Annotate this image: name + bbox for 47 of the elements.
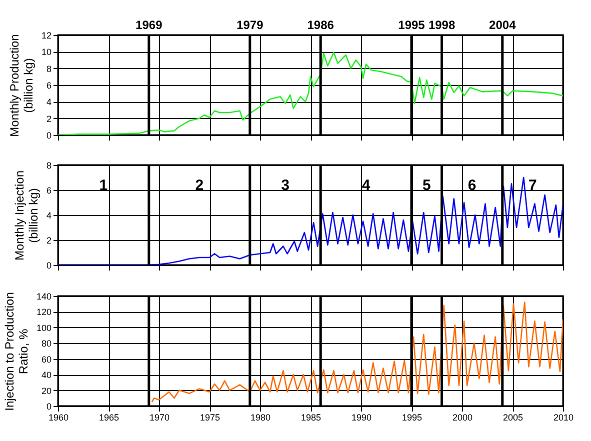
y-tick-label: 100 [36,322,52,333]
annotation: 3 [281,177,290,194]
y-tick-label: 0 [46,130,52,140]
y-tick-label: 2 [46,114,52,124]
x-tick-label: 1995 [402,412,422,422]
y-tick-label: 80 [41,338,52,349]
y-tick-label: 40 [41,370,52,380]
x-tick-label: 1985 [300,412,322,422]
ref-line-label: 2004 [489,18,516,32]
annotation: 4 [362,177,371,194]
annotation: 5 [422,177,431,194]
y-tick-label: 0 [46,402,52,412]
y-tick-label: 120 [36,307,52,318]
x-tick-label: 1990 [351,412,372,422]
ref-line-label: 1995 [398,18,426,32]
annotation: 6 [468,177,476,194]
x-tick-label: 1975 [200,412,220,422]
y-tick-label: 10 [41,47,52,58]
x-tick-label: 2000 [452,412,473,422]
y-tick-label: 12 [41,30,52,40]
annotation: 2 [195,177,204,194]
x-tick-label: 1960 [48,412,69,422]
annotation: 7 [528,177,537,194]
x-tick-label: 2010 [553,412,574,422]
ref-line-label: 1998 [428,18,456,32]
y-axis-title: Monthly Production (billion kg) [7,34,36,137]
ref-line-label: 1986 [307,18,334,32]
y-tick-label: 8 [46,160,52,170]
y-tick-label: 140 [36,292,52,302]
y-tick-label: 20 [41,386,52,396]
x-tick-label: 1970 [149,412,170,422]
y-axis-title: Monthly Injection (billion kg) [12,170,40,261]
x-tick-label: 1980 [250,412,271,422]
y-tick-label: 8 [46,64,52,74]
y-axis-title: Injection to Production Ratio, % [2,292,30,411]
y-tick-label: 0 [46,260,52,270]
ref-line-label: 1969 [136,18,163,32]
y-tick-label: 4 [46,210,52,220]
y-tick-label: 2 [46,236,52,246]
ref-line-label: 1979 [236,18,264,32]
x-tick-label: 1965 [98,412,120,422]
y-tick-label: 4 [46,97,52,108]
y-tick-label: 6 [46,186,52,196]
y-tick-label: 60 [41,354,52,364]
annotation: 1 [99,177,108,194]
x-tick-label: 2005 [502,412,524,422]
y-tick-label: 6 [46,80,52,90]
